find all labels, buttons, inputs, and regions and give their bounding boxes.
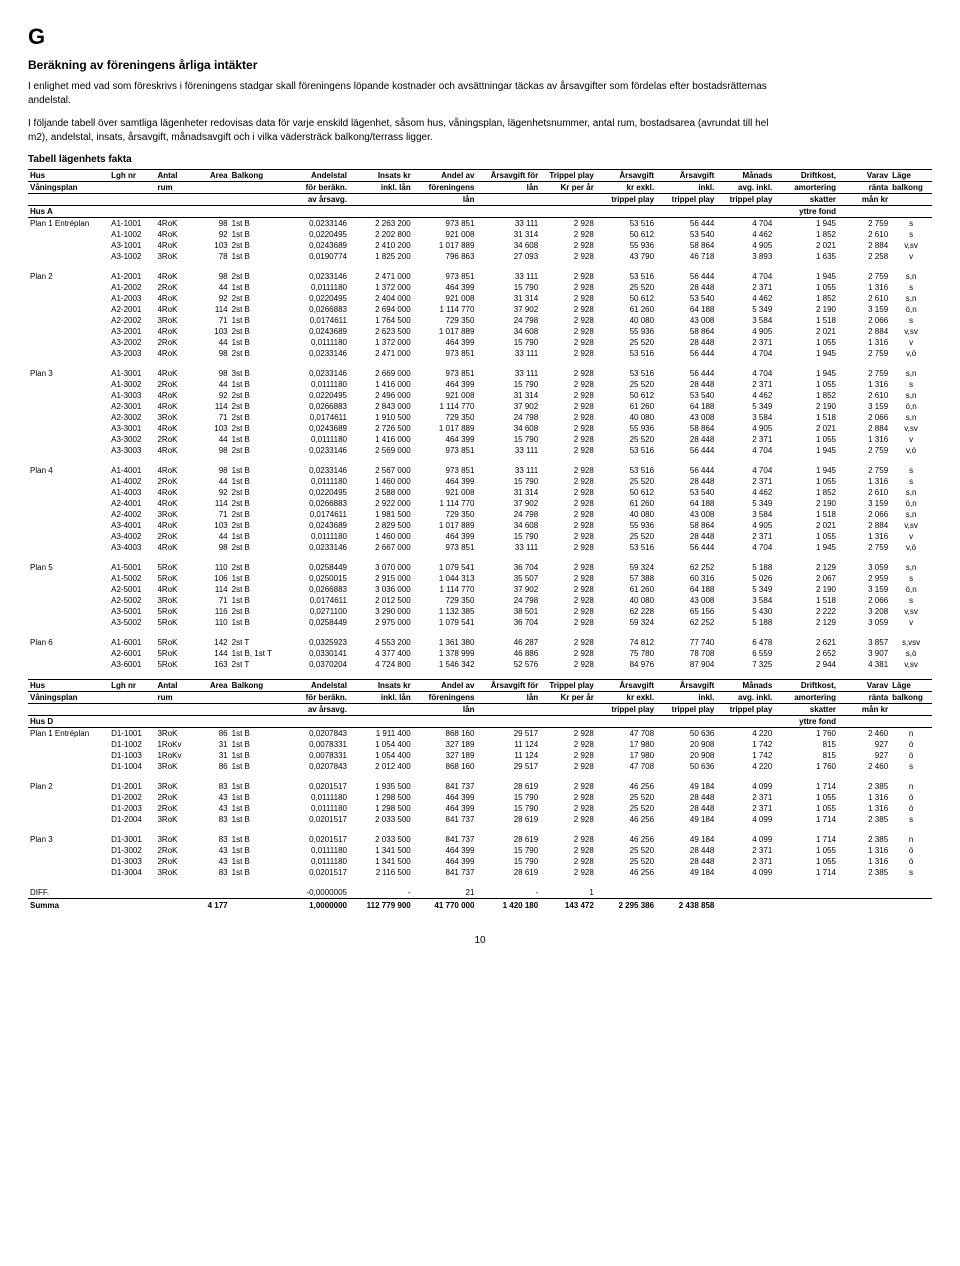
table-row: Plan 5A1-50015RoK1102st B0,02584493 070 … <box>28 562 932 573</box>
table-row: Plan 2D1-20013RoK831st B0,02015171 935 5… <box>28 781 932 792</box>
intro-p1: I enlighet med vad som föreskrivs i före… <box>28 80 788 107</box>
table-row: A3-30022RoK441st B0,01111801 416 000464 … <box>28 434 932 445</box>
table-row: A3-30014RoK1032st B0,02436892 726 5001 0… <box>28 423 932 434</box>
table-row: Plan 6A1-60015RoK1422st T0,03259234 553 … <box>28 637 932 648</box>
table-row: D1-20032RoK431st B0,01111801 298 500464 … <box>28 803 932 814</box>
table-row: A1-40034RoK922st B0,02204952 588 000921 … <box>28 487 932 498</box>
table-row: A3-50025RoK1101st B0,02584492 975 0001 0… <box>28 617 932 637</box>
section-title: Beräkning av föreningens årliga intäkter <box>28 58 932 72</box>
plan-group: Plan 6A1-60015RoK1422st T0,03259234 553 … <box>28 637 932 680</box>
table-row: D1-30032RoK431st B0,01111801 341 500464 … <box>28 856 932 867</box>
plan-group: Plan 1 EntréplanD1-10013RoK861st B0,0207… <box>28 728 932 782</box>
table-row: A1-20022RoK441st B0,01111801 372 000464 … <box>28 282 932 293</box>
table-row: D1-30022RoK431st B0,01111801 341 500464 … <box>28 845 932 856</box>
table-row: Plan 3A1-30014RoK983st B0,02331462 669 0… <box>28 368 932 379</box>
table-row: Plan 1 EntréplanD1-10013RoK861st B0,0207… <box>28 728 932 740</box>
table-row: A2-20023RoK711st B0,01746111 764 500729 … <box>28 315 932 326</box>
plan-group: Plan 4A1-40014RoK981st B0,02331462 567 0… <box>28 465 932 562</box>
table-row: A2-50023RoK711st B0,01746112 012 500729 … <box>28 595 932 606</box>
table-row: A2-20014RoK1142st B0,02668832 694 0001 1… <box>28 304 932 315</box>
table-row: Plan 3D1-30013RoK831st B0,02015172 033 5… <box>28 834 932 845</box>
table-row: A1-30034RoK922st B0,02204952 496 000921 … <box>28 390 932 401</box>
table-row: D1-10031RoKv311st B0,00783311 054 400327… <box>28 750 932 761</box>
table-row: A1-40022RoK441st B0,01111801 460 000464 … <box>28 476 932 487</box>
table-header-hus-a: HusLgh nrAntalAreaBalkongAndelstalInsats… <box>28 170 932 218</box>
table-row: D1-20022RoK431st B0,01111801 298 500464 … <box>28 792 932 803</box>
table-row: A3-60015RoK1632st T0,03702044 724 8001 5… <box>28 659 932 680</box>
apartments-table: HusLgh nrAntalAreaBalkongAndelstalInsats… <box>28 169 932 911</box>
table-row: A1-50025RoK1061st B0,02500152 915 0001 0… <box>28 573 932 584</box>
plan-group: Plan 5A1-50015RoK1102st B0,02584493 070 … <box>28 562 932 637</box>
table-row: Plan 2A1-20014RoK982st B0,02331462 471 0… <box>28 271 932 282</box>
table-row: A2-60015RoK1441st B, 1st T0,03301414 377… <box>28 648 932 659</box>
table-row: A3-50015RoK1162st B0,02711003 290 0001 1… <box>28 606 932 617</box>
table-row: A3-40034RoK982st B0,02331462 667 000973 … <box>28 542 932 562</box>
table-header-hus-d: HusLgh nrAntalAreaBalkongAndelstalInsats… <box>28 680 932 728</box>
table-row: A2-30023RoK712st B0,01746111 910 500729 … <box>28 412 932 423</box>
table-row: A3-20014RoK1032st B0,02436892 623 5001 0… <box>28 326 932 337</box>
plan-group: Plan 3D1-30013RoK831st B0,02015172 033 5… <box>28 834 932 887</box>
plan-group: Plan 2D1-20013RoK831st B0,02015171 935 5… <box>28 781 932 834</box>
plan-group: Plan 3A1-30014RoK983st B0,02331462 669 0… <box>28 368 932 465</box>
section-letter: G <box>28 24 932 50</box>
table-row: A1-30022RoK441st B0,01111801 416 000464 … <box>28 379 932 390</box>
table-row: D1-30043RoK831st B0,02015172 116 500841 … <box>28 867 932 887</box>
table-row: A3-20034RoK982st B0,02331462 471 000973 … <box>28 348 932 368</box>
diff-row: DIFF.-0,0000005-21-1 <box>28 887 932 899</box>
table-row: Plan 1 EntréplanA1-10014RoK981st B0,0233… <box>28 218 932 230</box>
table-row: D1-20043RoK831st B0,02015172 033 500841 … <box>28 814 932 834</box>
intro-p2: I följande tabell över samtliga lägenhet… <box>28 117 788 144</box>
table-row: A3-40022RoK441st B0,01111801 460 000464 … <box>28 531 932 542</box>
table-row: A2-50014RoK1142st B0,02668833 036 0001 1… <box>28 584 932 595</box>
table-row: D1-10043RoK861st B0,02078432 012 400868 … <box>28 761 932 781</box>
plan-group: Plan 2A1-20014RoK982st B0,02331462 471 0… <box>28 271 932 368</box>
table-row: A3-30034RoK982st B0,02331462 569 000973 … <box>28 445 932 465</box>
table-row: A2-30014RoK1142st B0,02668832 843 0001 1… <box>28 401 932 412</box>
table-row: A1-10024RoK921st B0,02204952 202 800921 … <box>28 229 932 240</box>
page-number: 10 <box>28 935 932 946</box>
table-row: A1-20034RoK922st B0,02204952 404 000921 … <box>28 293 932 304</box>
summa-row: Summa4 1771,0000000112 779 90041 770 000… <box>28 899 932 912</box>
table-row: Plan 4A1-40014RoK981st B0,02331462 567 0… <box>28 465 932 476</box>
table-row: A2-40023RoK712st B0,01746111 981 500729 … <box>28 509 932 520</box>
table-caption: Tabell lägenhets fakta <box>28 154 932 165</box>
table-row: A3-10014RoK1032st B0,02436892 410 2001 0… <box>28 240 932 251</box>
table-row: D1-10021RoKv311st B0,00783311 054 400327… <box>28 739 932 750</box>
table-row: A3-10023RoK781st B0,01907741 825 200796 … <box>28 251 932 271</box>
table-row: A2-40014RoK1142st B0,02668832 922 0001 1… <box>28 498 932 509</box>
plan-group: Plan 1 EntréplanA1-10014RoK981st B0,0233… <box>28 218 932 272</box>
table-row: A3-20022RoK441st B0,01111801 372 000464 … <box>28 337 932 348</box>
table-row: A3-40014RoK1032st B0,02436892 829 5001 0… <box>28 520 932 531</box>
